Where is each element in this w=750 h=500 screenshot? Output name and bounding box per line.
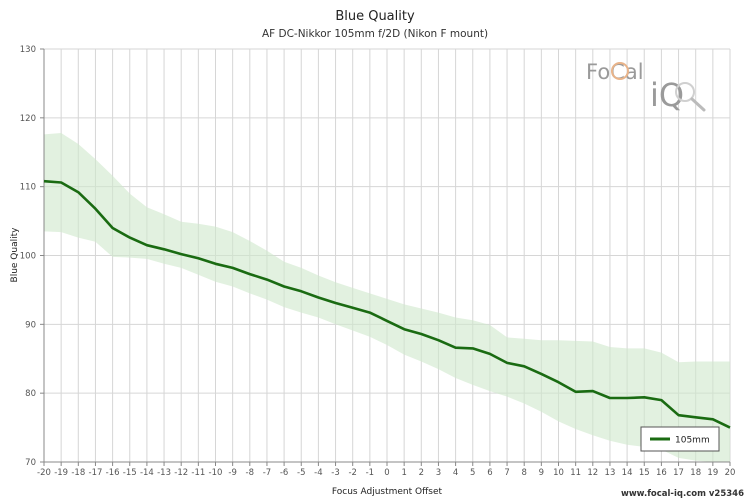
x-tick-label: -18 xyxy=(71,468,85,478)
x-tick-label: -14 xyxy=(140,468,154,478)
x-tick-label: 13 xyxy=(605,468,616,478)
x-tick-label: 9 xyxy=(539,468,544,478)
legend: 105mm xyxy=(640,426,720,452)
x-tick-label: 0 xyxy=(384,468,389,478)
logo-ring-icon xyxy=(611,62,629,80)
x-tick-label: -4 xyxy=(314,468,322,478)
x-tick-label: -6 xyxy=(280,468,288,478)
y-axis-label: Blue Quality xyxy=(10,227,20,283)
x-tick-label: 17 xyxy=(673,468,684,478)
y-tick-label: 130 xyxy=(20,45,36,55)
logo-magnifier-icon xyxy=(675,82,695,102)
y-tick-label: 100 xyxy=(20,252,36,262)
legend-label-105mm: 105mm xyxy=(675,436,710,446)
x-axis-ticks: -20 -19 -18 -17 -16 -15 -14 -13 -12 -11 -10 -9 -8 -7-… xyxy=(37,462,735,478)
chart-subtitle: AF DC-Nikkor 105mm f/2D (Nikon F mount) xyxy=(262,28,488,40)
series-line-105mm xyxy=(43,179,731,429)
y-tick-label: 110 xyxy=(20,183,36,193)
y-tick-label: 70 xyxy=(25,458,36,468)
x-tick-label: 3 xyxy=(436,468,441,478)
y-tick-label: 90 xyxy=(25,320,36,330)
x-tick-label: 5 xyxy=(470,468,475,478)
logo-magnifier-handle xyxy=(690,97,706,112)
x-tick-label: -16 xyxy=(106,468,120,478)
x-tick-label: -11 xyxy=(191,468,205,478)
x-tick-label: -2 xyxy=(348,468,356,478)
logo-text-top: FoCal xyxy=(586,60,644,84)
x-tick-label: 12 xyxy=(587,468,598,478)
x-tick-label: -13 xyxy=(157,468,171,478)
x-tick-label: 19 xyxy=(707,468,718,478)
x-tick-label: -9 xyxy=(228,468,236,478)
x-tick-label: -1 xyxy=(366,468,374,478)
x-axis-label: Focus Adjustment Offset xyxy=(332,487,443,497)
x-tick-label: 16 xyxy=(656,468,667,478)
y-tick-label: 80 xyxy=(25,389,36,399)
x-tick-label: 20 xyxy=(725,468,736,478)
x-tick-label: 15 xyxy=(639,468,650,478)
x-tick-label: 8 xyxy=(521,468,526,478)
x-tick-label: -12 xyxy=(174,468,188,478)
x-tick-label: -7 xyxy=(263,468,271,478)
focal-iq-logo: FoCal iQ xyxy=(586,60,706,114)
x-tick-label: 2 xyxy=(419,468,424,478)
x-tick-label: -19 xyxy=(54,468,68,478)
x-tick-label: 11 xyxy=(570,468,581,478)
logo-text-bottom: iQ xyxy=(650,76,684,114)
x-tick-label: -15 xyxy=(123,468,137,478)
x-tick-label: 14 xyxy=(622,468,633,478)
x-tick-label: -5 xyxy=(297,468,305,478)
x-tick-label: -8 xyxy=(246,468,254,478)
x-tick-label: -10 xyxy=(209,468,223,478)
x-tick-label: -17 xyxy=(89,468,103,478)
chart-title: Blue Quality xyxy=(335,9,415,24)
range-band xyxy=(44,133,730,462)
y-tick-label: 120 xyxy=(20,114,36,124)
x-tick-label: -20 xyxy=(37,468,51,478)
x-tick-label: 6 xyxy=(487,468,492,478)
footer-credit: www.focal-iq.com v25346 xyxy=(621,489,744,499)
x-tick-label: 4 xyxy=(453,468,458,478)
y-axis-ticks: 70 80 90 100 110 120 130 xyxy=(20,45,44,468)
x-tick-label: 10 xyxy=(553,468,564,478)
x-tick-label: 18 xyxy=(690,468,701,478)
x-tick-label: 7 xyxy=(504,468,509,478)
x-tick-label: -3 xyxy=(331,468,339,478)
x-tick-label: 1 xyxy=(401,468,406,478)
